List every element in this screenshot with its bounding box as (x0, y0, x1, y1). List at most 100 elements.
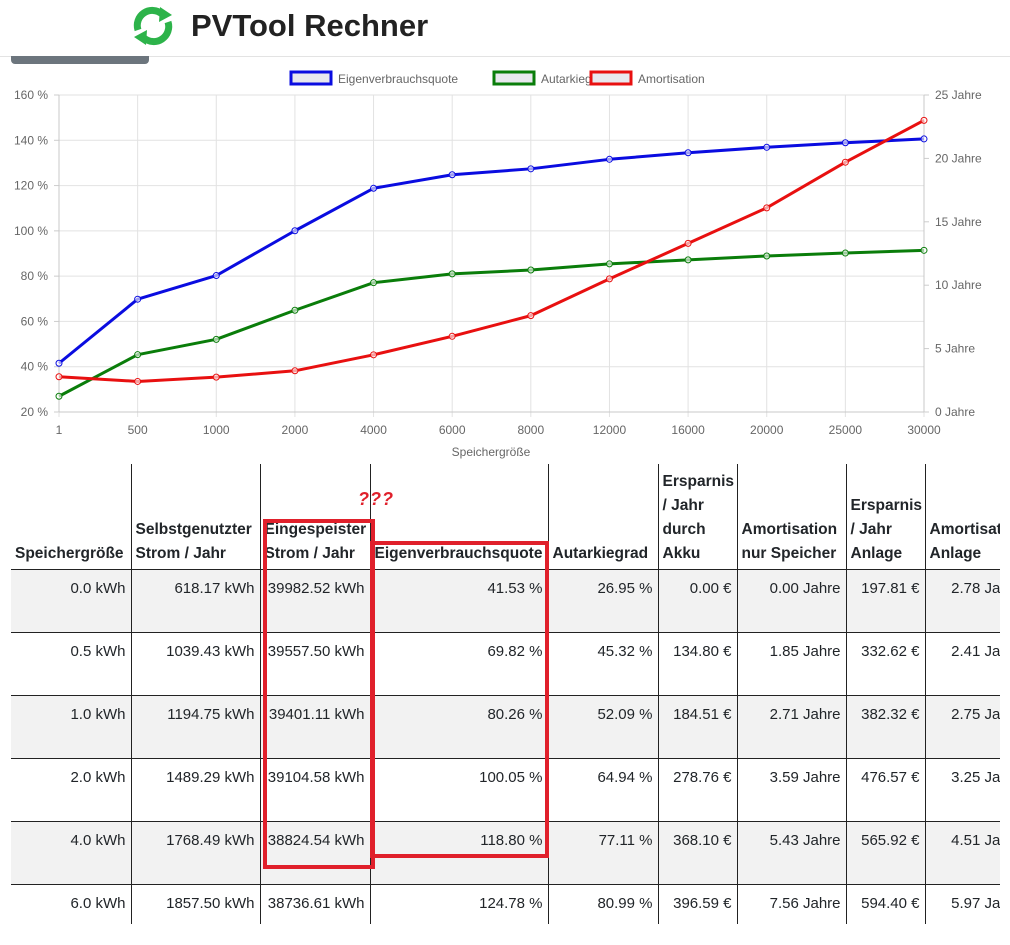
legend-swatch (589, 70, 633, 86)
table-cell: 396.59 € (657, 883, 737, 924)
line-chart: 20 % 40 % 60 % 80 % 100 % 120 % 140 % 160 % 0 J… (14, 70, 982, 459)
series-line-0 (58, 137, 925, 365)
data-point (134, 351, 142, 359)
y-right-tick-label: 25 Jahre (935, 88, 982, 102)
table-cell: 1039.43 kWh (130, 631, 260, 695)
y-left-tick-label: 140 % (14, 133, 48, 147)
legend-swatch (492, 70, 536, 86)
data-point (763, 204, 771, 212)
app-title: PVTool Rechner (191, 8, 429, 43)
table-cell: 7.56 Jahre (736, 883, 846, 924)
table-cell: 39982.52 kWh (259, 568, 370, 632)
x-tick-label: 25000 (829, 423, 863, 437)
y-left-tick-label: 160 % (14, 88, 48, 102)
x-tick-label: 2000 (282, 423, 309, 437)
y-right-tick-label: 15 Jahre (935, 215, 982, 229)
data-point (134, 295, 142, 303)
x-axis: 1 500 1000 2000 4000 6000 8000 12000 16000 20000 2… (56, 423, 941, 437)
table-cell: 0.0 kWh (11, 568, 131, 632)
data-point (684, 149, 692, 157)
table-cell: 565.92 € (845, 820, 925, 884)
x-tick-label: 1000 (203, 423, 230, 437)
results-table-container[interactable]: Speichergröße Selbstgenutzter Strom / Jah… (11, 464, 1000, 924)
data-point (763, 252, 771, 260)
y-axis-right: 0 Jahre 5 Jahre 10 Jahre 15 Jahre 20 Jahre 25… (935, 88, 982, 419)
table-cell: 118.80 % (369, 820, 548, 884)
y-right-tick-label: 10 Jahre (935, 278, 982, 292)
table-cell: 39557.50 kWh (259, 631, 370, 695)
data-point (212, 335, 220, 343)
table-cell: 39104.58 kWh (259, 757, 370, 821)
table-cell: 3.25 Jahre (924, 757, 1000, 821)
legend-label: Amortisation (638, 72, 705, 86)
x-tick-label: 16000 (671, 423, 705, 437)
table-cell: 26.95 % (547, 568, 658, 632)
data-point (841, 139, 849, 147)
data-point (134, 377, 142, 385)
table-cell: 1768.49 kWh (130, 820, 260, 884)
table-cell: 45.32 % (547, 631, 658, 695)
recycle-arrows-icon (133, 6, 173, 46)
legend-label: Eigenverbrauchsquote (338, 72, 458, 86)
table-cell: 0.5 kWh (11, 631, 131, 695)
column-header: Eigenverbrauchsquote (369, 464, 548, 569)
table-cell: 3.59 Jahre (736, 757, 846, 821)
data-point (527, 266, 535, 274)
data-point (448, 332, 456, 340)
table-cell: 278.76 € (657, 757, 737, 821)
data-point (684, 256, 692, 264)
table-cell: 5.97 Jahre (924, 883, 1000, 924)
x-tick-label: 500 (128, 423, 148, 437)
table-cell: 0.00 € (657, 568, 737, 632)
table-body: 0.0 kWh 618.17 kWh 39982.52 kWh 41.53 % 26.9… (11, 568, 1000, 924)
x-tick-label: 30000 (907, 423, 941, 437)
x-tick-label: 12000 (593, 423, 627, 437)
tab-button[interactable] (11, 56, 149, 64)
data-point (448, 270, 456, 278)
table-cell: 69.82 % (369, 631, 548, 695)
data-point (212, 272, 220, 280)
table-row: 1.0 kWh 1194.75 kWh 39401.11 kWh 80.26 % 52.… (11, 694, 1000, 758)
series-line-2 (58, 119, 925, 383)
x-tick-label: 8000 (517, 423, 544, 437)
table-cell: 1194.75 kWh (130, 694, 260, 758)
column-header: Ersparnis / Jahr Anlage (845, 464, 925, 569)
data-point (605, 260, 613, 268)
y-left-tick-label: 60 % (21, 314, 49, 328)
table-cell: 2.78 Jahre (924, 568, 1000, 632)
y-left-tick-label: 20 % (21, 405, 49, 419)
chart-legend: Eigenverbrauchsquote Autarkiegrad Amortisa… (289, 70, 705, 86)
data-point (841, 158, 849, 166)
column-header: Eingespeister Strom / Jahr (259, 464, 370, 569)
table-row: 6.0 kWh 1857.50 kWh 38736.61 kWh 124.78 % 80… (11, 883, 1000, 924)
table-cell: 197.81 € (845, 568, 925, 632)
table-cell: 1489.29 kWh (130, 757, 260, 821)
chart-series (55, 116, 928, 400)
table-cell: 4.0 kWh (11, 820, 131, 884)
data-point (212, 373, 220, 381)
table-cell: 618.17 kWh (130, 568, 260, 632)
table-cell: 5.43 Jahre (736, 820, 846, 884)
column-header: Amortisation nur Speicher (736, 464, 846, 569)
table-row: 0.0 kWh 618.17 kWh 39982.52 kWh 41.53 % 26.9… (11, 568, 1000, 632)
table-row: 0.5 kWh 1039.43 kWh 39557.50 kWh 69.82 % 45.… (11, 631, 1000, 695)
data-point (527, 165, 535, 173)
table-cell: 134.80 € (657, 631, 737, 695)
column-header: Selbstgenutzter Strom / Jahr (130, 464, 260, 569)
x-tick-label: 20000 (750, 423, 784, 437)
y-right-tick-label: 0 Jahre (935, 405, 975, 419)
app-header: PVTool Rechner (0, 0, 1010, 57)
table-cell: 4.51 Jahre (924, 820, 1000, 884)
table-cell: 77.11 % (547, 820, 658, 884)
table-cell: 38824.54 kWh (259, 820, 370, 884)
series-line-1 (58, 248, 925, 398)
annotation-question-marks: ??? (358, 489, 394, 509)
y-left-tick-label: 100 % (14, 224, 48, 238)
data-point (448, 171, 456, 179)
table-cell: 41.53 % (369, 568, 548, 632)
table-cell: 80.26 % (369, 694, 548, 758)
column-header: Ersparnis / Jahr durch Akku (657, 464, 737, 569)
x-tick-label: 1 (56, 423, 63, 437)
y-left-tick-label: 80 % (21, 269, 49, 283)
table-cell: 476.57 € (845, 757, 925, 821)
